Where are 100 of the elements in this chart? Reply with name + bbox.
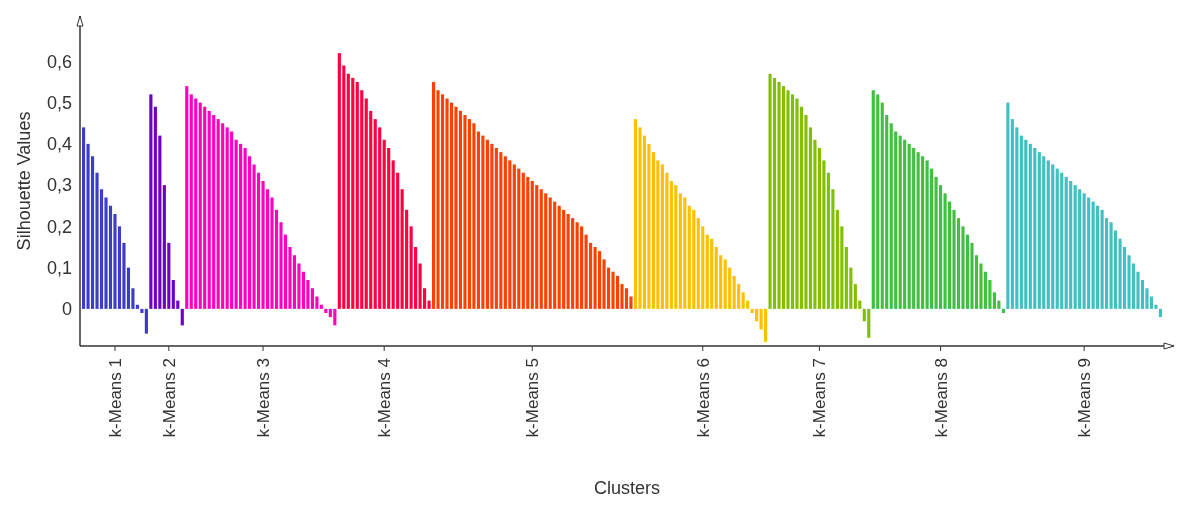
bar [880,102,884,309]
bar [562,209,566,309]
bar [203,106,207,309]
bar [337,53,341,309]
bar [212,115,216,309]
bar [710,238,714,309]
bar [1078,189,1082,309]
bar [566,214,570,309]
bar [194,98,198,309]
bar [539,189,543,309]
x-tick-label: k-Means 1 [105,358,125,438]
bar [1100,209,1104,309]
bar [503,156,507,309]
x-tick-label: k-Means 2 [159,358,179,438]
bar [580,226,584,309]
bar [907,143,911,309]
bar [844,247,848,309]
bar [499,152,503,309]
y-axis-title: Silhouette Values [14,111,34,251]
bar [1082,193,1086,309]
bar [1073,185,1077,309]
bar [1001,308,1005,313]
bar [755,308,759,322]
bar [903,139,907,309]
bar [351,77,355,309]
bar [135,304,139,309]
bar [768,73,772,309]
bar [741,292,745,309]
bar [557,205,561,309]
bar [252,164,256,309]
bar [1064,176,1068,309]
bar [418,263,422,309]
bar [346,73,350,309]
bar [571,218,575,309]
bar [216,119,220,309]
y-tick-label: 0,4 [46,134,72,155]
bar [171,280,175,309]
bar [1010,119,1014,309]
bar [239,143,243,309]
bar [382,139,386,309]
bar [391,160,395,309]
bar [431,82,436,309]
bar [611,271,615,309]
bar [732,275,736,309]
bar [530,181,534,309]
bar [624,288,629,309]
x-tick-label: k-Means 3 [254,358,273,438]
bar [1037,152,1041,309]
bar [1069,181,1073,309]
bar [189,94,193,309]
bar [512,164,516,309]
bar [764,308,768,342]
bar [1087,197,1091,309]
y-tick-label: 0,3 [46,175,72,196]
x-tick-label: k-Means 6 [693,358,713,438]
bar [467,119,472,309]
bar [916,152,920,309]
bar [319,304,323,309]
bar [781,86,786,309]
bar [723,259,727,309]
bar [1091,201,1095,309]
bar [221,123,225,309]
bar [921,156,925,309]
bar [481,135,485,309]
bar [772,77,777,309]
bar [934,176,938,309]
bar [449,102,454,309]
bar [835,209,839,309]
bar [876,94,880,309]
bar [82,127,86,309]
bar [324,308,328,313]
x-tick-label: k-Means 9 [1075,358,1095,438]
bar [149,94,153,309]
bar [548,197,552,309]
bar [310,288,314,309]
bar [140,308,144,313]
bar [786,90,790,309]
bar [714,247,718,309]
bar [867,308,871,338]
bar [1024,139,1028,309]
bar [333,308,337,326]
y-tick-label: 0,5 [46,92,72,113]
bar [992,292,996,309]
bar [1109,222,1113,309]
bar [243,148,247,309]
bar [490,143,494,309]
bar [777,82,781,309]
bar [598,251,602,309]
bar [669,181,673,309]
bar [521,172,525,309]
y-tick-label: 0 [61,299,72,320]
bar [1033,148,1037,309]
y-tick-label: 0,6 [46,51,72,72]
bar [463,115,467,309]
bar [795,98,799,309]
x-tick-label: k-Means 5 [523,358,543,438]
bar [494,148,498,309]
x-tick-label: k-Means 4 [375,358,395,438]
bar [925,160,929,309]
bar [871,90,875,309]
